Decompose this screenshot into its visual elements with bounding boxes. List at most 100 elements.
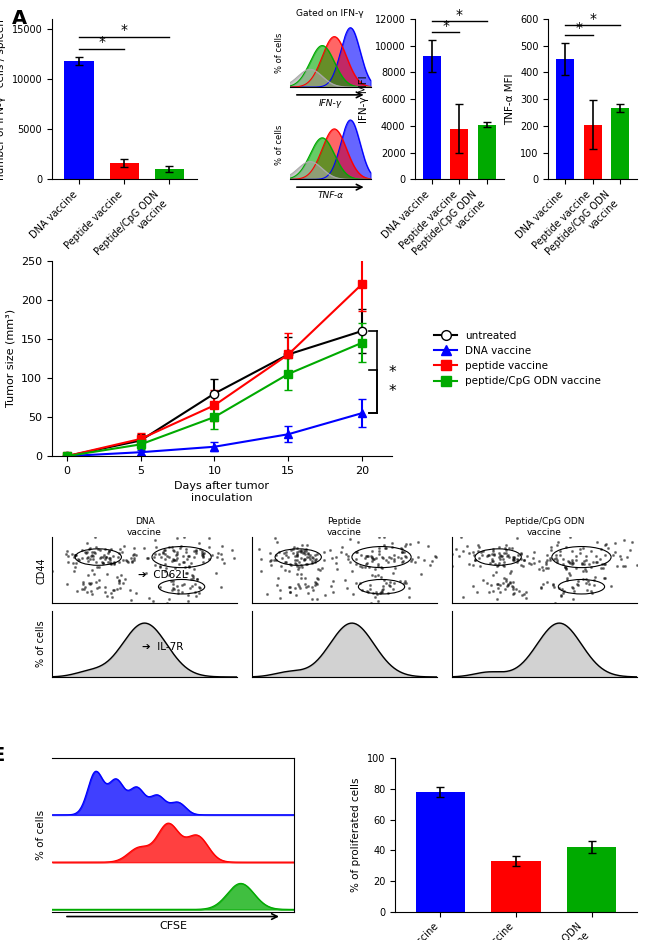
Point [148, 593, 159, 608]
Point [114, 573, 124, 588]
Point [332, 561, 342, 576]
Point [127, 547, 138, 562]
Point [578, 563, 588, 578]
Bar [422, 56, 441, 180]
Point [580, 548, 591, 563]
Point [171, 548, 181, 563]
Point [493, 556, 504, 571]
Title: Gated on IFN-γ: Gated on IFN-γ [296, 9, 364, 18]
Point [345, 531, 356, 546]
Bar [450, 129, 469, 180]
Point [589, 572, 599, 588]
Point [70, 559, 81, 574]
Point [160, 546, 170, 561]
Point [474, 550, 484, 565]
Y-axis label: % of cells: % of cells [276, 125, 285, 165]
Point [601, 547, 611, 562]
Point [404, 589, 415, 604]
Point [290, 548, 300, 563]
Point [149, 549, 159, 564]
Point [401, 575, 411, 590]
Point [305, 548, 315, 563]
Point [396, 541, 407, 556]
Point [495, 552, 505, 567]
Point [302, 579, 313, 594]
Point [410, 555, 421, 570]
Point [284, 585, 294, 600]
Point [396, 550, 406, 565]
Point [192, 572, 203, 587]
Point [456, 530, 466, 545]
Point [365, 581, 375, 596]
Point [197, 548, 207, 563]
Point [399, 539, 410, 554]
Point [545, 540, 556, 555]
Point [166, 573, 176, 588]
Point [296, 557, 306, 572]
Point [396, 540, 407, 556]
Point [330, 549, 341, 564]
Point [126, 551, 136, 566]
Point [285, 580, 295, 595]
Point [301, 579, 311, 594]
Point [177, 548, 188, 563]
Point [346, 564, 357, 579]
Point [484, 585, 495, 600]
Point [166, 583, 177, 598]
Point [299, 552, 309, 567]
Text: TNF-α: TNF-α [317, 192, 343, 200]
Point [217, 551, 228, 566]
Point [105, 556, 116, 572]
Point [493, 557, 503, 572]
Point [198, 549, 209, 564]
Point [125, 582, 135, 597]
Point [181, 541, 192, 556]
Point [265, 557, 276, 572]
Point [163, 568, 174, 583]
Point [78, 576, 88, 591]
Point [387, 581, 398, 596]
Title: DNA
vaccine: DNA vaccine [127, 517, 162, 537]
Point [77, 582, 87, 597]
Point [195, 580, 205, 595]
Point [361, 583, 372, 598]
Point [285, 556, 296, 572]
Point [400, 574, 410, 589]
Point [488, 568, 498, 583]
Point [172, 544, 183, 559]
Point [123, 555, 133, 570]
Point [185, 580, 196, 595]
Point [218, 555, 229, 570]
Point [606, 579, 616, 594]
Y-axis label: % of cells: % of cells [36, 810, 46, 860]
Point [350, 557, 361, 572]
Point [89, 566, 99, 581]
Point [270, 553, 281, 568]
Point [536, 580, 547, 595]
Point [81, 585, 92, 600]
Point [554, 581, 564, 596]
Point [487, 551, 497, 566]
Point [475, 545, 486, 560]
Point [212, 549, 222, 564]
Point [567, 580, 578, 595]
Point [376, 560, 387, 575]
Point [371, 550, 382, 565]
Point [91, 555, 101, 570]
Point [292, 567, 303, 582]
Point [167, 540, 177, 555]
Point [80, 544, 90, 559]
Point [398, 544, 409, 559]
Point [515, 557, 526, 572]
Point [331, 556, 341, 571]
Point [213, 546, 224, 561]
Point [551, 547, 562, 562]
Point [500, 573, 511, 588]
Point [292, 549, 302, 564]
Point [368, 551, 378, 566]
Point [597, 556, 607, 572]
Point [431, 549, 441, 564]
Point [378, 581, 388, 596]
Y-axis label: % of cells: % of cells [36, 620, 46, 667]
Point [191, 588, 202, 603]
